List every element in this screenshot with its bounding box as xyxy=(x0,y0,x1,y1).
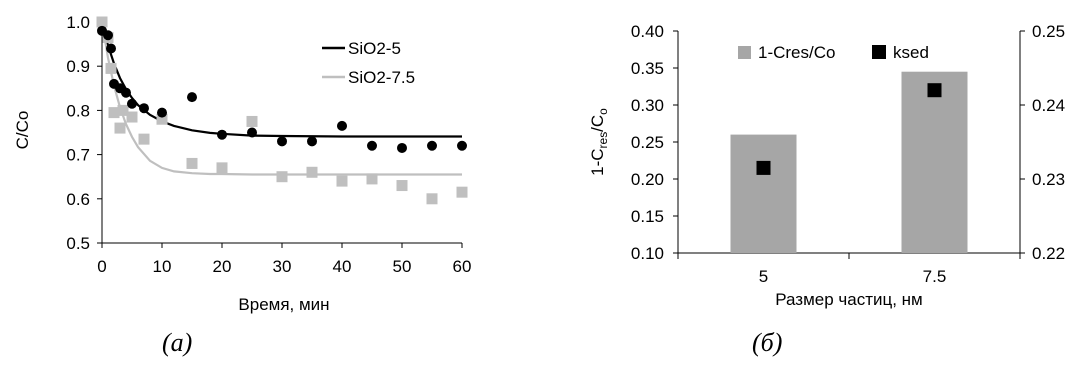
chart-b-ytick-label: 0.35 xyxy=(631,59,664,78)
point-sio2-5 xyxy=(397,142,407,153)
chart-b-ytick-label: 0.30 xyxy=(631,96,664,115)
point-sio2-7-5 xyxy=(126,111,138,123)
point-sio2-7-5 xyxy=(246,115,258,127)
point-sio2-5 xyxy=(157,107,167,118)
point-sio2-5 xyxy=(121,87,131,98)
chart-b-y2tick-label: 0.25 xyxy=(1032,22,1065,41)
point-sio2-5 xyxy=(106,43,116,54)
point-sio2-7-5 xyxy=(138,133,150,145)
point-sio2-5 xyxy=(337,120,347,131)
point-sio2-5 xyxy=(457,140,467,151)
point-sio2-5 xyxy=(187,92,197,103)
chart-a-ytick-label: 0.7 xyxy=(66,146,90,165)
point-sio2-5 xyxy=(217,129,227,140)
chart-b-ylabel-main: 1-C xyxy=(588,148,607,175)
chart-b-ytick-label: 0.20 xyxy=(631,170,664,189)
chart-a-xtick-label: 60 xyxy=(453,257,472,276)
point-sio2-7-5 xyxy=(336,175,348,187)
chart-b-ylabel-sub2: o xyxy=(596,108,610,115)
chart-a-ytick-label: 0.8 xyxy=(66,101,90,120)
point-sio2-7-5 xyxy=(216,162,228,174)
chart-a-caption: (a) xyxy=(162,328,192,357)
chart-b: 0.100.150.200.250.300.350.40 0.220.230.2… xyxy=(588,22,1065,357)
legend-label-ksed: ksed xyxy=(893,43,929,62)
chart-a-legend: SiO2-5 SiO2-7.5 xyxy=(322,39,415,87)
legend-swatch-1-cres-co xyxy=(738,46,751,59)
chart-b-xtick-label: 5 xyxy=(759,267,768,286)
legend-label-sio2-7-5: SiO2-7.5 xyxy=(348,68,415,87)
legend-label-1-cres-co: 1-Cres/Co xyxy=(758,43,835,62)
chart-b-ytick-label: 0.25 xyxy=(631,133,664,152)
bar-1-cres-co xyxy=(730,134,797,253)
fit-line-sio2-5 xyxy=(100,21,462,138)
chart-b-y2tick-label: 0.24 xyxy=(1032,96,1065,115)
chart-b-bars xyxy=(730,71,968,253)
chart-b-ytick-label: 0.15 xyxy=(631,207,664,226)
chart-a-xlabel: Время, мин xyxy=(238,295,329,314)
point-sio2-5 xyxy=(367,140,377,151)
point-sio2-7-5 xyxy=(117,104,129,116)
point-sio2-7-5 xyxy=(186,157,198,169)
chart-a-ylabel: C/Co xyxy=(13,111,32,150)
legend-swatch-ksed xyxy=(872,45,886,59)
chart-b-ytick-label: 0.40 xyxy=(631,22,664,41)
chart-b-caption: (б) xyxy=(752,328,782,357)
chart-b-y2-ticks: 0.22 0.23 0.24 0.25 xyxy=(1020,22,1065,263)
chart-b-ylabel-sub1: res xyxy=(596,132,610,149)
chart-b-ylabel-mid: /C xyxy=(588,115,607,132)
chart-b-xlabel: Размер частиц, нм xyxy=(775,290,923,309)
point-sio2-7-5 xyxy=(276,171,288,183)
chart-a-xtick-label: 50 xyxy=(393,257,412,276)
legend-label-sio2-5: SiO2-5 xyxy=(348,39,401,58)
chart-b-y2tick-label: 0.22 xyxy=(1032,244,1065,263)
point-sio2-7-5 xyxy=(108,107,120,119)
point-sio2-7-5 xyxy=(366,173,378,185)
chart-a-fit-lines xyxy=(100,21,462,176)
bar-1-cres-co xyxy=(901,71,968,253)
fit-line-sio2-7-5 xyxy=(100,21,462,176)
chart-a-x-ticks: 0 10 20 30 40 50 60 xyxy=(97,243,471,276)
point-sio2-7-5 xyxy=(156,113,168,125)
point-sio2-7-5 xyxy=(114,122,126,134)
point-sio2-7-5 xyxy=(105,62,117,74)
chart-a-ytick-label: 0.6 xyxy=(66,190,90,209)
point-sio2-5 xyxy=(427,140,437,151)
chart-a: 0.5 0.6 0.7 0.8 0.9 1.0 0 10 20 30 40 50 60 C/Co Вр… xyxy=(13,13,471,357)
chart-a-xtick-label: 40 xyxy=(333,257,352,276)
chart-b-legend: 1-Cres/Co ksed xyxy=(738,43,929,62)
chart-a-xtick-label: 0 xyxy=(97,257,106,276)
point-sio2-5 xyxy=(247,127,257,138)
chart-b-y2tick-label: 0.23 xyxy=(1032,170,1065,189)
chart-a-points xyxy=(96,16,468,205)
point-sio2-7-5 xyxy=(306,166,318,178)
chart-a-xtick-label: 20 xyxy=(213,257,232,276)
chart-a-xtick-label: 30 xyxy=(273,257,292,276)
chart-a-ytick-label: 0.9 xyxy=(66,57,90,76)
chart-b-y-ticks: 0.10 0.15 0.20 0.25 0.30 0.35 0.40 xyxy=(631,22,678,263)
chart-b-markers xyxy=(756,83,942,175)
chart-b-x-ticks: 5 7.5 xyxy=(677,253,1021,286)
point-sio2-5 xyxy=(307,136,317,147)
point-sio2-7-5 xyxy=(396,180,408,192)
point-sio2-7-5 xyxy=(96,16,108,28)
point-sio2-5 xyxy=(277,136,287,147)
chart-b-ytick-label: 0.10 xyxy=(631,244,664,263)
point-sio2-7-5 xyxy=(456,186,468,198)
point-sio2-5 xyxy=(127,98,137,109)
marker-ksed xyxy=(927,83,942,98)
chart-a-ytick-label: 1.0 xyxy=(66,13,90,32)
point-sio2-5 xyxy=(103,30,113,41)
chart-a-ytick-label: 0.5 xyxy=(66,234,90,253)
chart-b-xtick-label: 7.5 xyxy=(923,267,947,286)
chart-b-ylabel: 1-Cres/Co xyxy=(588,108,610,176)
chart-a-xtick-label: 10 xyxy=(153,257,172,276)
point-sio2-5 xyxy=(139,103,149,114)
point-sio2-7-5 xyxy=(426,193,438,205)
chart-a-y-ticks: 0.5 0.6 0.7 0.8 0.9 1.0 xyxy=(66,13,102,253)
marker-ksed xyxy=(756,160,771,175)
